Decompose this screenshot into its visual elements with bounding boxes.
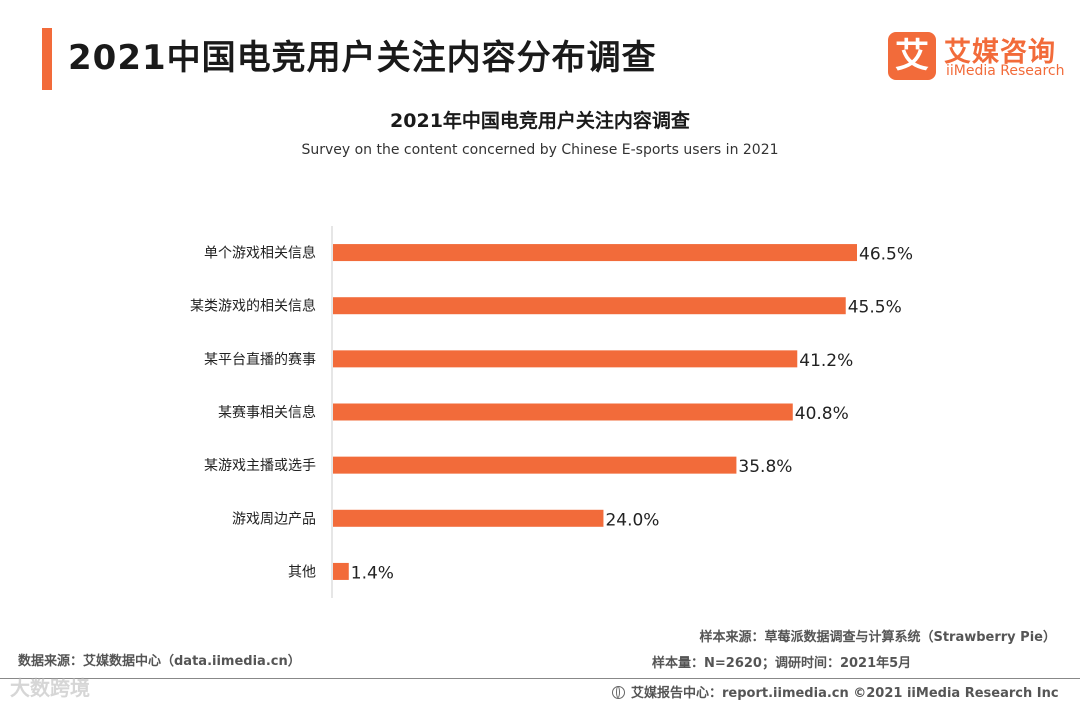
bar (333, 562, 349, 580)
category-label: 某游戏主播或选手 (204, 458, 316, 474)
logo-english-name: iiMedia Research (946, 63, 1065, 79)
category-label: 某类游戏的相关信息 (190, 298, 316, 315)
category-label: 某赛事相关信息 (218, 404, 316, 421)
data-label: 24.0% (605, 510, 659, 530)
category-label: 其他 (288, 564, 316, 580)
bar (333, 350, 798, 368)
logo-name: 艾媒咨询 (944, 37, 1056, 68)
chart-subtitle: Survey on the content concerned by Chine… (301, 142, 779, 158)
category-label: 游戏周边产品 (232, 511, 316, 527)
report-center-text: 艾媒报告中心：report.iimedia.cn ©2021 iiMedia R… (631, 686, 1059, 701)
bar (333, 509, 604, 527)
bar (333, 403, 793, 421)
title-accent-bar (42, 28, 52, 90)
category-label: 单个游戏相关信息 (204, 245, 316, 262)
data-source: 数据来源：艾媒数据中心（data.iimedia.cn） (18, 654, 301, 669)
globe-icon (612, 686, 625, 699)
logo-mark: 艾 (888, 32, 936, 80)
chart-title: 2021年中国电竞用户关注内容调查 (390, 110, 690, 132)
footer-divider (0, 678, 1080, 679)
report-center: 艾媒报告中心：report.iimedia.cn ©2021 iiMedia R… (612, 682, 1059, 701)
sample-source: 样本来源：草莓派数据调查与计算系统（Strawberry Pie） (699, 630, 1056, 645)
sample-info: 样本量：N=2620；调研时间：2021年5月 (652, 656, 912, 671)
data-label: 46.5% (859, 245, 913, 265)
data-label: 40.8% (795, 404, 849, 424)
data-label: 1.4% (351, 563, 394, 583)
watermark: 大数跨境 (10, 676, 90, 700)
page-title: 2021中国电竞用户关注内容分布调查 (68, 38, 657, 78)
bar (333, 456, 737, 474)
data-label: 41.2% (799, 351, 853, 371)
bar (333, 297, 846, 315)
category-label: 某平台直播的赛事 (204, 351, 316, 368)
data-label: 35.8% (738, 457, 792, 477)
data-label: 45.5% (848, 298, 902, 318)
bar (333, 244, 857, 262)
